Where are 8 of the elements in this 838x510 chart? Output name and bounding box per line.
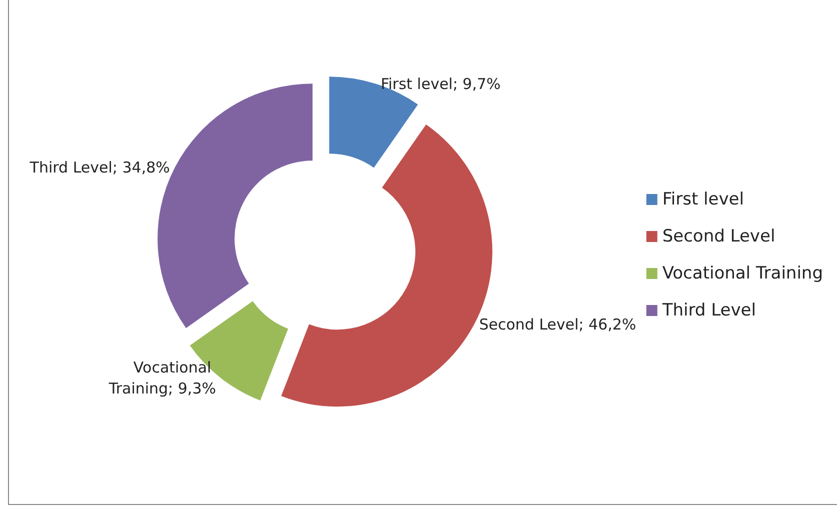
data-label: First level; 9,7% — [380, 74, 501, 93]
legend-label: Second Level — [662, 226, 776, 246]
data-label: Vocational Training; 9,3% — [108, 358, 216, 398]
data-label: Second Level; 46,2% — [479, 316, 636, 334]
legend-label: Vocational Training — [662, 264, 824, 284]
legend-label: First level — [662, 190, 744, 210]
legend-label: Third Level — [661, 300, 756, 320]
data-label: Third Level; 34,8% — [28, 158, 170, 176]
